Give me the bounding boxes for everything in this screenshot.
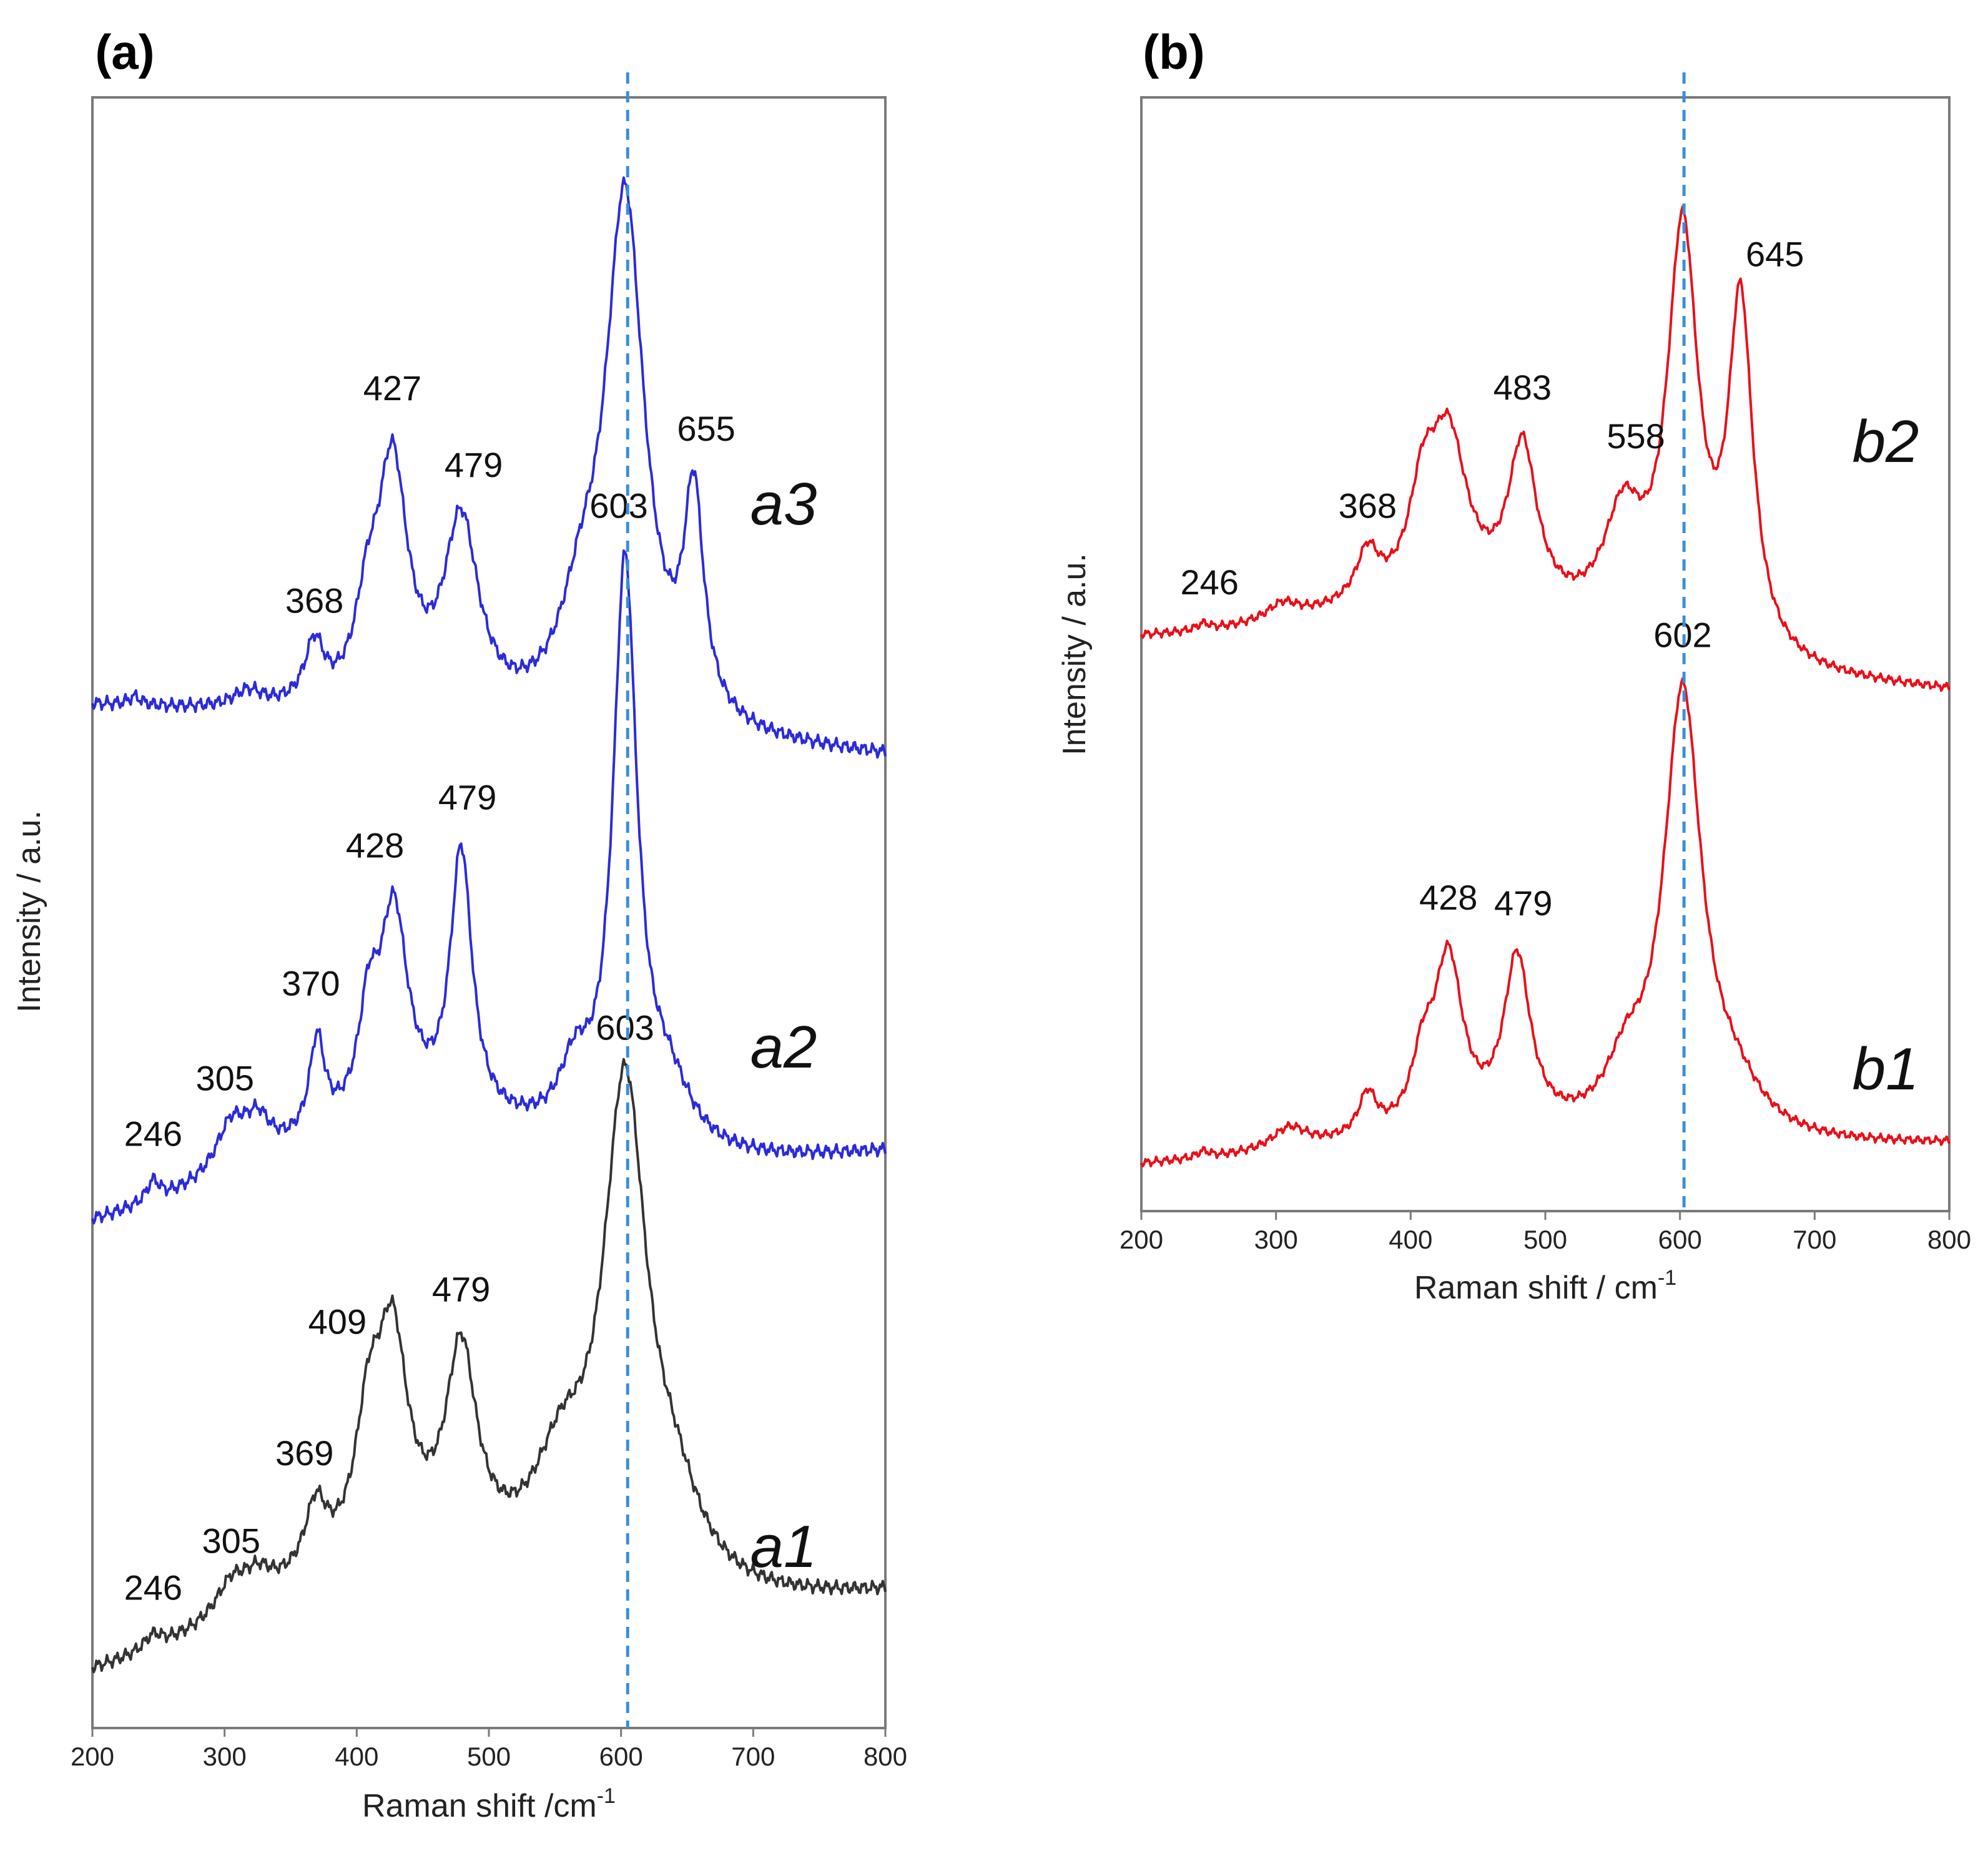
peak-label-b1: 428 bbox=[1419, 878, 1477, 917]
x-tick-label: 500 bbox=[467, 1742, 511, 1771]
peak-label-a1: 479 bbox=[432, 1270, 490, 1309]
panel-label: (a) bbox=[95, 24, 154, 79]
x-tick-label: 300 bbox=[203, 1742, 247, 1771]
peak-label-a2: 305 bbox=[196, 1058, 254, 1097]
x-tick-label: 400 bbox=[335, 1742, 378, 1771]
x-tick-label: 400 bbox=[1389, 1225, 1432, 1254]
x-tick-label: 700 bbox=[1793, 1225, 1836, 1254]
x-tick-label: 200 bbox=[71, 1742, 114, 1771]
peak-label-a1: 409 bbox=[308, 1302, 367, 1342]
y-axis-title: Intensity / a.u. bbox=[11, 810, 47, 1013]
x-tick-label: 800 bbox=[1927, 1225, 1971, 1254]
peak-label-b2: 645 bbox=[1746, 235, 1804, 274]
series-label-a1: a1 bbox=[750, 1513, 817, 1580]
x-tick-label: 300 bbox=[1254, 1225, 1298, 1254]
peak-label-a2: 603 bbox=[589, 486, 647, 526]
plot-frame bbox=[1140, 96, 1951, 1212]
x-tick-label: 600 bbox=[1658, 1225, 1702, 1254]
chart-panel-b: (b) 200 300 400 500 600 700 800 Raman shift / cm… bbox=[1056, 24, 1971, 1306]
series-label-a2: a2 bbox=[750, 1014, 817, 1081]
peak-label-a2: 479 bbox=[438, 777, 496, 817]
peak-label-b2: 246 bbox=[1180, 562, 1238, 602]
peak-label-a3: 655 bbox=[677, 409, 735, 448]
x-tick-label: 200 bbox=[1119, 1225, 1163, 1254]
x-axis-title: Raman shift /cm-1 bbox=[362, 1784, 616, 1824]
peak-label-b2: 558 bbox=[1607, 416, 1665, 456]
series-line-a2 bbox=[91, 549, 887, 1225]
x-tick-label: 700 bbox=[731, 1742, 775, 1771]
peak-label-a3: 479 bbox=[445, 445, 503, 484]
peak-label-b2: 483 bbox=[1493, 368, 1552, 407]
series-label-b2: b2 bbox=[1853, 408, 1919, 475]
peak-label-b2: 368 bbox=[1339, 486, 1397, 525]
y-axis-title: Intensity / a.u. bbox=[1056, 553, 1093, 755]
peak-label-a1: 246 bbox=[124, 1568, 182, 1607]
peak-label-a1: 305 bbox=[202, 1521, 260, 1560]
plot-frame bbox=[91, 96, 887, 1729]
series-line-b2 bbox=[1140, 205, 1951, 692]
peak-label-a1: 603 bbox=[596, 1008, 654, 1047]
peak-label-a3: 427 bbox=[363, 368, 421, 408]
x-tick-label: 500 bbox=[1523, 1225, 1567, 1254]
x-tick-label: 600 bbox=[599, 1742, 643, 1771]
x-axis-title: Raman shift / cm-1 bbox=[1414, 1266, 1676, 1306]
panel-label: (b) bbox=[1143, 24, 1205, 79]
series-line-a1 bbox=[91, 1058, 887, 1674]
series-line-b1 bbox=[1140, 677, 1951, 1167]
series-line-a3 bbox=[91, 176, 887, 759]
peak-label-b1: 479 bbox=[1494, 883, 1552, 923]
chart-panel-a: (a) 200 300 400 500 600 700 800 Raman shift /cm-… bbox=[11, 24, 907, 1824]
x-tick-label: 800 bbox=[864, 1742, 907, 1771]
peak-label-a2: 246 bbox=[124, 1114, 182, 1153]
series-label-a3: a3 bbox=[750, 471, 817, 538]
series-label-b1: b1 bbox=[1853, 1036, 1919, 1102]
peak-label-a1: 369 bbox=[275, 1433, 333, 1473]
peak-label-a2: 428 bbox=[346, 825, 404, 865]
peak-label-a2: 370 bbox=[282, 963, 340, 1003]
peak-label-a3: 368 bbox=[285, 581, 343, 620]
